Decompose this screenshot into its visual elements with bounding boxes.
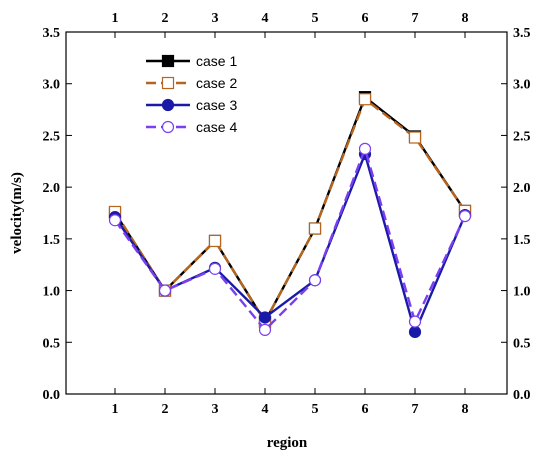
data-point-case-4 [158,284,172,297]
x-tick-label-top: 5 [312,11,319,26]
axis-ticks: 0.0 0.0 0.5 0.5 1.0 1.0 1.5 1.5 2.0 2.0 2.5 2.5 3.0 3… [43,11,531,417]
x-tick-label-top: 4 [262,11,269,26]
legend-label: case 4 [196,119,237,135]
x-tick-label-top: 7 [412,11,419,26]
legend-label: case 2 [196,75,237,91]
series-case-3 [108,147,472,339]
legend-item-case-1: case 1 [146,53,237,69]
y-tick-label-right: 2.5 [513,129,531,144]
legend-marker [161,98,175,112]
data-point-case-2 [408,131,422,144]
y-tick-label-left: 2.5 [43,129,61,144]
data-point-case-4 [108,214,122,227]
y-tick-label-left: 0.0 [43,388,61,403]
data-point-case-3 [408,325,422,339]
series-line-case-4 [114,145,467,332]
data-point-case-2 [358,93,372,106]
y-tick-label-right: 3.5 [513,26,531,41]
series-case-4 [108,142,472,336]
x-tick-label-bottom: 1 [112,402,119,417]
x-tick-label-top: 1 [112,11,119,26]
data-point-case-4 [458,210,472,223]
data-point-case-4 [258,323,272,336]
y-tick-label-left: 1.0 [43,285,61,300]
legend: case 1 case 2 case 3 case 4 [146,53,237,135]
legend-marker [161,76,175,90]
x-tick-label-bottom: 5 [312,402,319,417]
data-point-case-4 [208,262,222,275]
x-tick-label-top: 6 [362,11,369,26]
x-tick-label-top: 8 [462,11,469,26]
legend-marker [161,120,175,134]
series-line-case-2 [113,97,466,324]
x-tick-label-bottom: 4 [262,402,269,417]
data-point-case-3 [258,311,272,324]
x-tick-label-top: 3 [212,11,219,26]
x-tick-label-bottom: 6 [362,402,369,417]
y-axis-title: velocity(m/s) [9,172,25,254]
y-tick-label-right: 1.5 [513,233,531,248]
y-tick-label-left: 3.5 [43,26,61,41]
legend-label: case 3 [196,97,237,113]
legend-item-case-2: case 2 [146,75,237,91]
legend-marker [161,54,175,68]
y-tick-label-right: 0.5 [513,336,531,351]
x-tick-label-bottom: 3 [212,402,219,417]
series-group [108,91,472,339]
data-point-case-4 [358,142,372,155]
legend-item-case-3: case 3 [146,97,237,113]
y-tick-label-left: 0.5 [43,336,61,351]
data-point-case-4 [408,315,422,328]
x-tick-label-bottom: 7 [412,402,419,417]
series-line-case-3 [114,150,467,336]
y-tick-label-left: 3.0 [43,78,61,93]
y-tick-label-right: 0.0 [513,388,531,403]
y-tick-label-right: 2.0 [513,181,531,196]
x-tick-label-top: 2 [162,11,169,26]
data-point-case-4 [308,274,322,287]
data-point-case-2 [308,222,322,235]
legend-item-case-4: case 4 [146,119,237,135]
x-tick-label-bottom: 2 [162,402,169,417]
y-tick-label-left: 1.5 [43,233,61,248]
data-point-case-2 [208,234,222,248]
y-tick-label-right: 3.0 [513,78,531,93]
x-axis-title: region [267,435,308,451]
y-tick-label-left: 2.0 [43,181,61,196]
x-tick-label-bottom: 8 [462,402,469,417]
y-tick-label-right: 1.0 [513,285,531,300]
series-line-case-1 [113,95,466,324]
legend-label: case 1 [196,53,237,69]
plot-frame [65,31,508,395]
